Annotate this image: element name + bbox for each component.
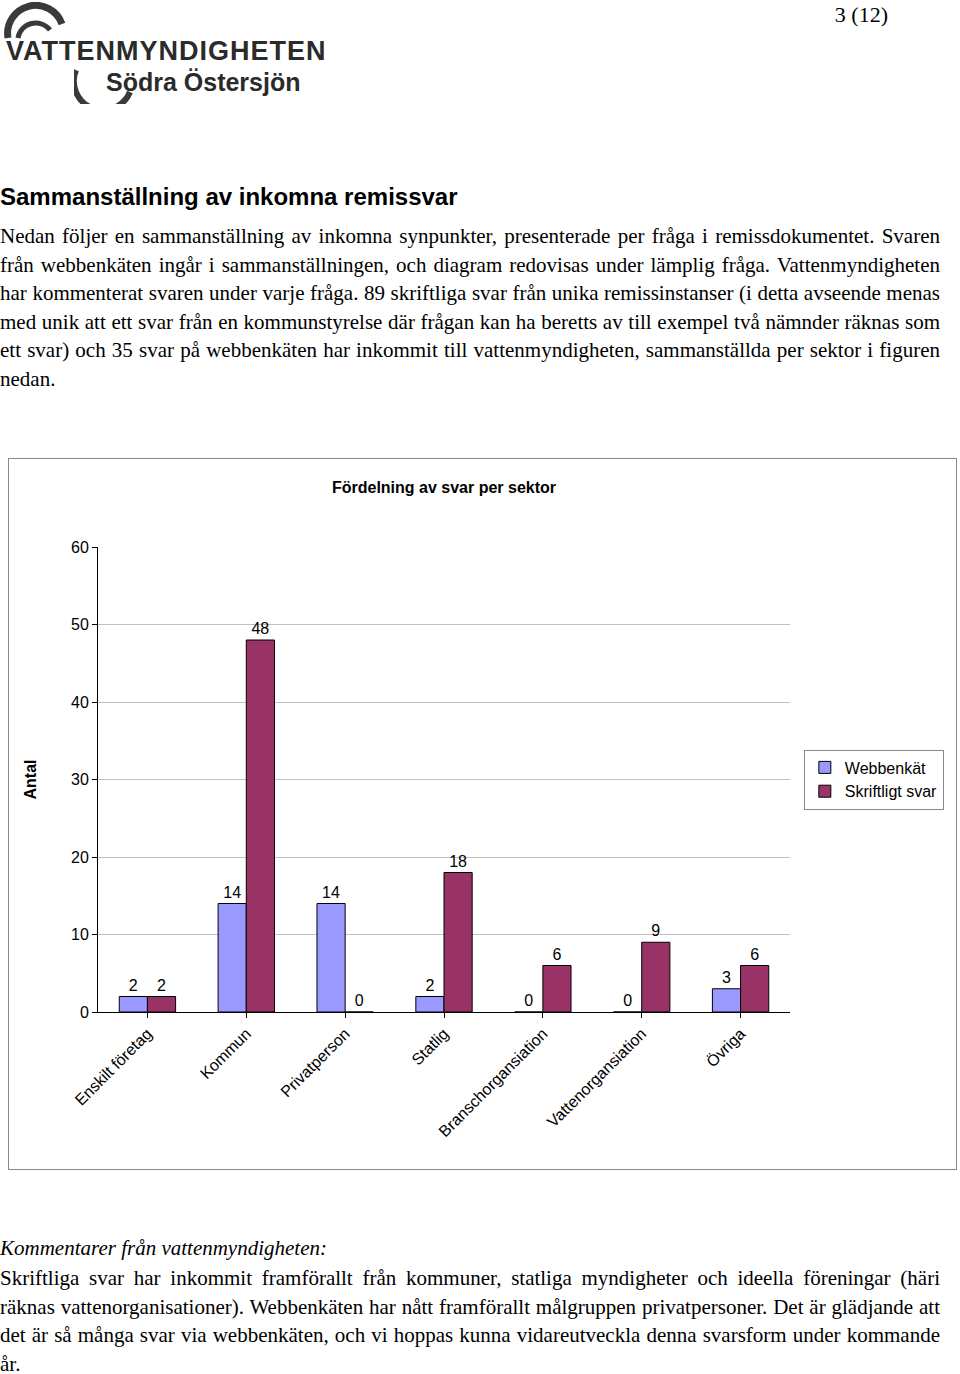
svg-text:2: 2 — [425, 977, 434, 994]
svg-text:Statlig: Statlig — [408, 1025, 451, 1068]
svg-text:Webbenkät: Webbenkät — [845, 760, 926, 777]
svg-text:Privatperson: Privatperson — [277, 1025, 353, 1101]
svg-text:Branschorgansiation: Branschorgansiation — [435, 1025, 550, 1140]
svg-text:Antal: Antal — [22, 760, 39, 800]
svg-text:Fördelning av svar per sektor: Fördelning av svar per sektor — [332, 479, 556, 496]
svg-text:Skriftligt svar: Skriftligt svar — [845, 783, 937, 800]
svg-text:Vattenorgansiation: Vattenorgansiation — [544, 1025, 650, 1131]
svg-text:14: 14 — [322, 884, 340, 901]
html-text:Kommentarer från vattenmyndigh: Kommentarer från vattenmyndigheten: — [0, 1236, 327, 1260]
svg-text:0: 0 — [524, 992, 533, 1009]
svg-text:30: 30 — [71, 771, 89, 788]
html-text:VATTENMYNDIGHETEN: VATTENMYNDIGHETEN — [6, 36, 327, 66]
svg-text:0: 0 — [623, 992, 632, 1009]
svg-text:0: 0 — [355, 992, 364, 1009]
svg-text:14: 14 — [223, 884, 241, 901]
svg-text:Kommun: Kommun — [197, 1025, 254, 1082]
svg-text:60: 60 — [71, 539, 89, 556]
svg-text:6: 6 — [552, 946, 561, 963]
svg-text:40: 40 — [71, 694, 89, 711]
svg-text:3: 3 — [722, 969, 731, 986]
html-text:Sammanställning av inkomna rem: Sammanställning av inkomna remissvar — [0, 183, 458, 210]
svg-text:10: 10 — [71, 926, 89, 943]
html-text:Södra Östersjön: Södra Östersjön — [106, 68, 301, 96]
svg-text:6: 6 — [750, 946, 759, 963]
svg-text:48: 48 — [251, 620, 269, 637]
svg-text:20: 20 — [71, 849, 89, 866]
svg-text:2: 2 — [129, 977, 138, 994]
svg-text:18: 18 — [449, 853, 467, 870]
html-text:Nedan följer en sammanställnin: Nedan följer en sammanställning av inkom… — [0, 224, 940, 391]
svg-text:2: 2 — [157, 977, 166, 994]
svg-text:9: 9 — [651, 922, 660, 939]
svg-text:Övriga: Övriga — [703, 1025, 748, 1070]
svg-text:50: 50 — [71, 616, 89, 633]
svg-text:Enskilt företag: Enskilt företag — [71, 1025, 155, 1109]
svg-text:0: 0 — [80, 1004, 89, 1021]
html-text:3 (12): 3 (12) — [834, 2, 888, 27]
